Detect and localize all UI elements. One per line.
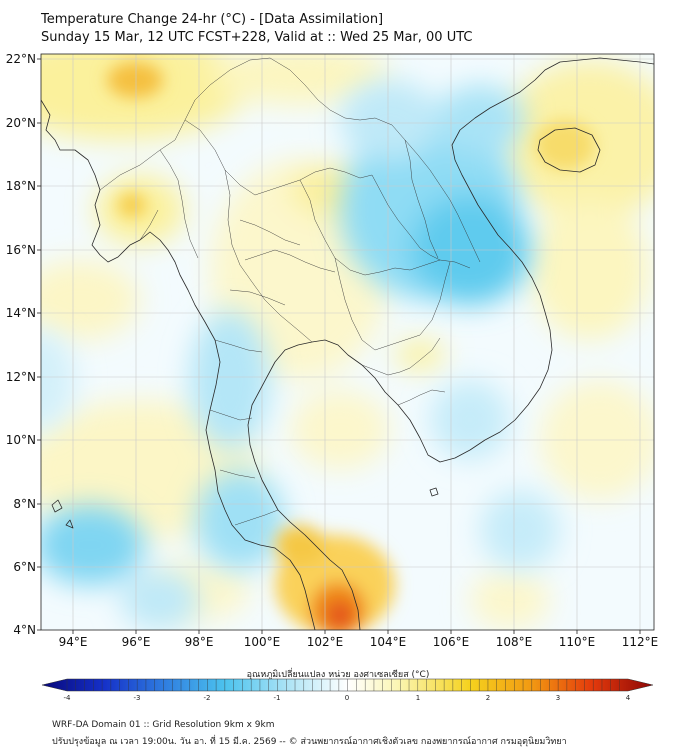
lon-label: 112°E — [622, 635, 659, 649]
graticule — [41, 54, 654, 630]
map-frame — [40, 53, 655, 631]
colorbar-tick-label: 2 — [486, 694, 490, 702]
colorbar-tick-lines — [66, 679, 620, 691]
lon-label: 106°E — [433, 635, 470, 649]
axis-ticks — [37, 58, 641, 634]
lat-label: 12°N — [6, 370, 36, 384]
colorbar-tick-label: -2 — [204, 694, 211, 702]
lat-label: 22°N — [6, 52, 36, 66]
colorbar: -4 -3 -2 -1 0 1 2 3 4 — [41, 678, 654, 702]
colorbar-tick-label: 0 — [345, 694, 349, 702]
longitude-labels: 94°E 96°E 98°E 100°E 102°E 104°E 106°E 1… — [59, 635, 659, 649]
colorbar-tick-label: 1 — [416, 694, 420, 702]
colorbar-tick-label: 4 — [626, 694, 631, 702]
colorbar-tick-label: -3 — [134, 694, 141, 702]
lon-label: 102°E — [307, 635, 344, 649]
lon-label: 98°E — [185, 635, 214, 649]
lat-label: 16°N — [6, 243, 36, 257]
provincial-borders — [99, 57, 481, 526]
temperature-field — [41, 54, 654, 630]
credit-line: ปรับปรุงข้อมูล ณ เวลา 19:00น. วัน อา. ที… — [52, 737, 567, 747]
colorbar-tick-label: -4 — [64, 694, 72, 702]
lat-label: 20°N — [6, 116, 36, 130]
lon-label: 108°E — [496, 635, 533, 649]
lat-label: 18°N — [6, 179, 36, 193]
lat-label: 14°N — [6, 306, 36, 320]
lat-label: 10°N — [6, 433, 36, 447]
lat-label: 4°N — [13, 623, 36, 637]
lat-label: 6°N — [13, 560, 36, 574]
map-title: Temperature Change 24-hr (°C) - [Data As… — [41, 12, 384, 27]
temperature-change-map: 22°N 20°N 18°N 16°N 14°N 12°N 10°N 8°N 6… — [6, 52, 659, 649]
colorbar-tick-label: -1 — [274, 694, 281, 702]
lon-label: 96°E — [122, 635, 151, 649]
colorbar-tick-label: 3 — [556, 694, 560, 702]
coastlines — [41, 57, 654, 630]
lat-label: 8°N — [13, 497, 36, 511]
colorbar-title: อุณหภูมิเปลี่ยนแปลง หน่วย องศาเซลเซียส (… — [246, 670, 430, 680]
lon-label: 94°E — [59, 635, 88, 649]
map-subtitle: Sunday 15 Mar, 12 UTC FCST+228, Valid at… — [41, 30, 473, 45]
model-info: WRF-DA Domain 01 :: Grid Resolution 9km … — [52, 720, 275, 730]
colorbar-tick-labels: -4 -3 -2 -1 0 1 2 3 4 — [64, 694, 631, 702]
lon-label: 100°E — [244, 635, 281, 649]
latitude-labels: 22°N 20°N 18°N 16°N 14°N 12°N 10°N 8°N 6… — [6, 52, 36, 637]
lon-label: 110°E — [559, 635, 596, 649]
lon-label: 104°E — [370, 635, 407, 649]
